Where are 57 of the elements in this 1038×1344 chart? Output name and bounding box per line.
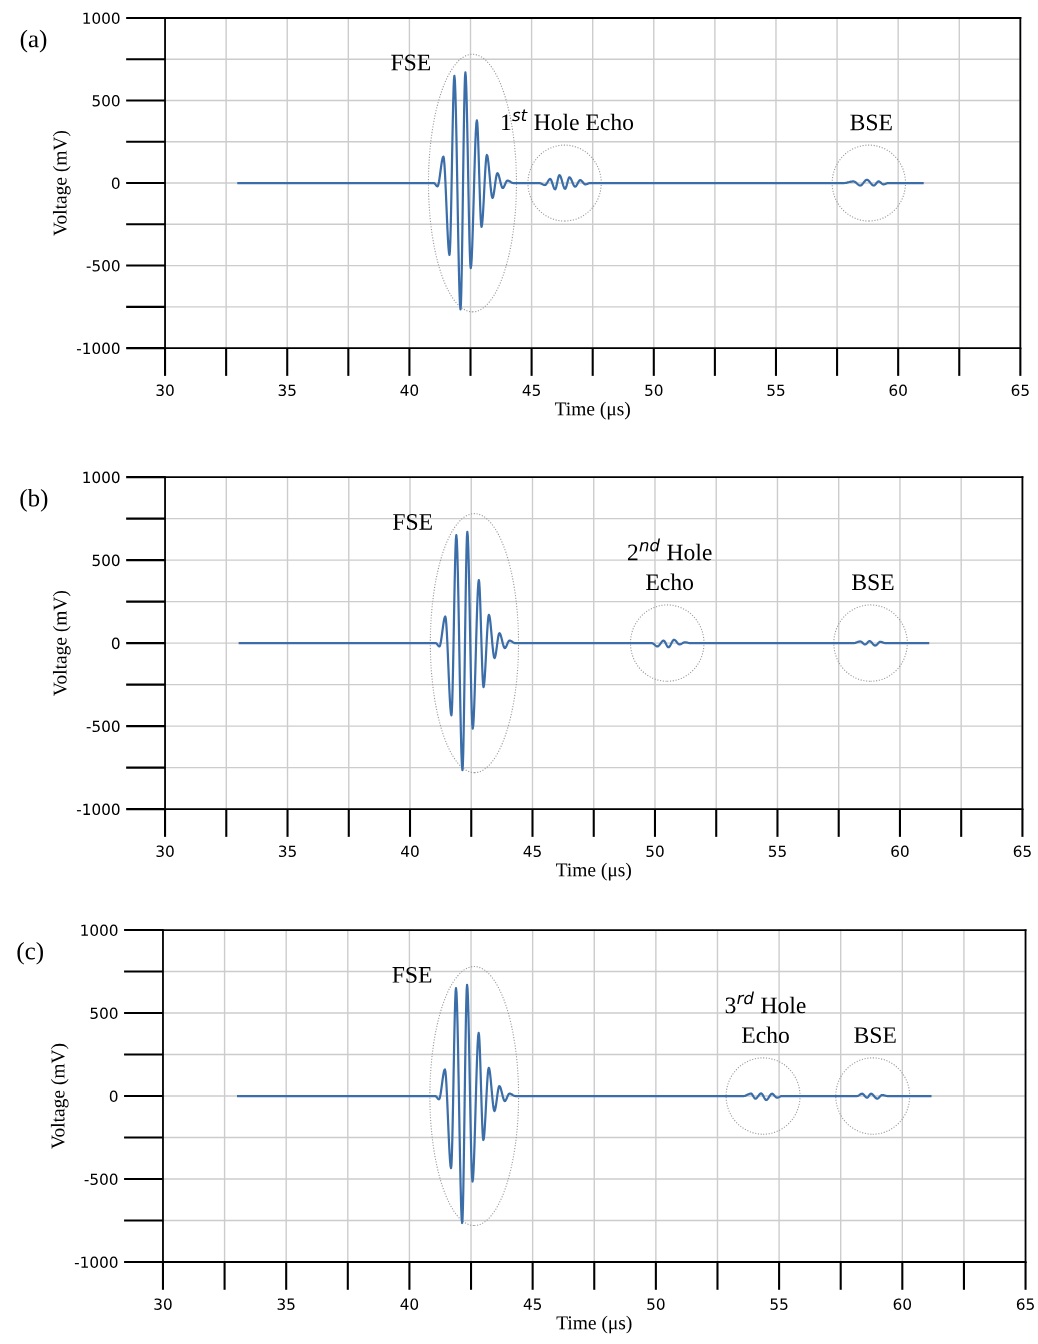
annotation: BSE — [854, 1027, 896, 1044]
x-tick-label: 40 — [400, 1298, 419, 1310]
x-tick-label: 55 — [770, 1298, 788, 1310]
y-tick-label: -1000 — [74, 1256, 118, 1269]
x-tick-label: 60 — [889, 384, 907, 397]
x-tick-label: 30 — [156, 845, 174, 858]
x-tick-label: 35 — [278, 845, 296, 858]
x-axis-title: Time (μs) — [556, 1315, 632, 1334]
x-tick-label: 65 — [1016, 1298, 1034, 1310]
x-tick-label: 45 — [522, 384, 540, 397]
x-tick-label: 30 — [154, 1298, 172, 1310]
y-tick-label: -500 — [86, 720, 120, 733]
annotation: BSE — [852, 574, 894, 591]
y-tick-label: 0 — [111, 637, 120, 650]
annotation: FSE — [393, 513, 432, 530]
annotation: 2$^{nd}$ Hole Echo — [627, 538, 712, 591]
chart-title: (b) — [20, 489, 48, 512]
annotation: BSE — [850, 114, 892, 131]
x-axis-title: Time (μs) — [556, 862, 631, 881]
x-tick-label: 65 — [1013, 845, 1031, 858]
annotation: FSE — [392, 966, 432, 983]
y-tick-label: 1000 — [81, 924, 118, 937]
x-tick-label: 30 — [156, 384, 174, 397]
y-tick-label: -500 — [84, 1173, 118, 1186]
y-tick-label: 0 — [111, 177, 120, 190]
y-axis-title: Voltage (mV) — [50, 1043, 69, 1149]
y-tick-label: 0 — [109, 1090, 118, 1103]
chart-title: (c) — [17, 941, 43, 965]
x-tick-label: 50 — [645, 384, 663, 397]
x-tick-label: 60 — [891, 845, 909, 858]
x-tick-label: 45 — [523, 845, 541, 858]
y-tick-label: -1000 — [76, 342, 120, 355]
x-tick-label: 50 — [646, 845, 664, 858]
y-axis-title: Voltage (mV) — [52, 590, 71, 696]
x-tick-label: 40 — [401, 845, 419, 858]
y-tick-label: -1000 — [76, 803, 120, 816]
y-axis-title: Voltage (mV) — [52, 130, 71, 236]
x-tick-label: 55 — [767, 384, 785, 397]
annotation: 3$^{rd}$ Hole Echo — [725, 991, 806, 1044]
annotation: 1$^{st}$ Hole Echo — [502, 109, 634, 131]
y-tick-label: 500 — [90, 1007, 118, 1020]
y-tick-label: 1000 — [83, 12, 120, 25]
y-tick-label: 500 — [92, 554, 120, 567]
x-tick-label: 35 — [278, 384, 296, 397]
x-tick-label: 35 — [277, 1298, 295, 1310]
y-tick-label: 1000 — [83, 471, 120, 484]
x-tick-label: 50 — [647, 1298, 665, 1310]
y-tick-label: -500 — [86, 260, 120, 272]
x-tick-label: 65 — [1011, 384, 1029, 397]
x-axis-title: Time (μs) — [554, 401, 630, 420]
y-tick-label: 500 — [92, 95, 120, 107]
x-tick-label: 55 — [768, 845, 786, 858]
x-tick-label: 40 — [400, 384, 419, 397]
chart-title: (a) — [20, 29, 47, 53]
x-tick-label: 45 — [523, 1298, 542, 1310]
x-tick-label: 60 — [893, 1298, 912, 1310]
annotation: FSE — [391, 54, 431, 71]
